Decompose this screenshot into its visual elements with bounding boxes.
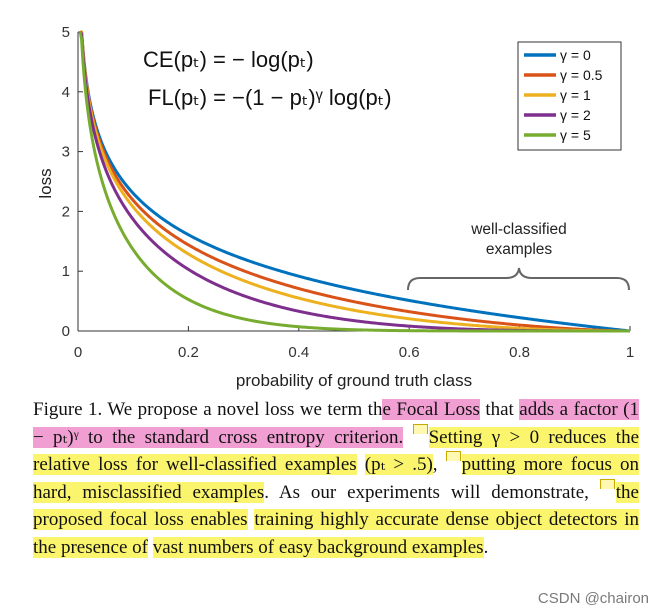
x-tick-label: 1	[626, 344, 634, 361]
y-tick-label: 2	[62, 203, 70, 220]
y-tick-label: 3	[62, 144, 70, 161]
legend-label: γ = 5	[560, 127, 591, 143]
formula-fl: FL(pₜ) = −(1 − pₜ)ᵞ log(pₜ)	[148, 85, 392, 110]
y-tick-label: 5	[62, 24, 70, 41]
y-tick-label: 0	[62, 323, 70, 340]
legend-label: γ = 0	[560, 47, 591, 63]
y-tick-label: 1	[62, 263, 70, 280]
annotation-note-icon[interactable]	[445, 451, 461, 461]
caption-line7-end: .	[483, 536, 489, 558]
chart-axes: 0 0.2 0.4 0.6 0.8 1 0 1 2 3 4 5 probability of groun…	[36, 24, 634, 390]
legend-label: γ = 2	[560, 107, 591, 123]
caption-highlight-pt: (pₜ > .5)	[364, 454, 433, 475]
caption-line4-end: . As	[264, 481, 300, 503]
legend-label: γ = 0.5	[560, 67, 603, 83]
x-tick-label: 0.8	[509, 344, 530, 361]
annotation-note-icon[interactable]	[412, 423, 428, 434]
curly-bracket	[407, 267, 630, 291]
bracket-label-line2: examples	[486, 241, 553, 258]
annotation-note-icon[interactable]	[599, 478, 615, 489]
caption-highlight-easy-examples: vast numbers of easy background examples	[152, 536, 484, 558]
formula-ce: CE(pₜ) = − log(pₜ)	[143, 47, 314, 72]
y-axis-label: loss	[36, 168, 55, 198]
caption-highlight-focal-loss: e Focal Loss	[382, 399, 480, 420]
caption-line5-plain: our experiments will demonstrate,	[310, 481, 600, 503]
caption-line1-end: that	[479, 399, 514, 420]
x-tick-label: 0.4	[288, 344, 309, 361]
x-tick-label: 0.6	[399, 344, 420, 361]
series-line	[80, 30, 631, 333]
figure-caption: Figure 1. We propose a novel loss we ter…	[33, 396, 640, 561]
bracket-label-line1: well-classified	[470, 221, 567, 238]
series-layer	[78, 30, 631, 333]
legend-label: γ = 1	[560, 87, 591, 103]
y-tick-label: 4	[62, 84, 70, 101]
x-tick-label: 0	[74, 344, 82, 361]
caption-line1-plain: Figure 1. We propose a novel loss we ter…	[33, 399, 383, 420]
series-line	[78, 31, 631, 333]
legend: γ = 0 γ = 0.5 γ = 1 γ = 2 γ = 5	[517, 41, 622, 151]
x-axis-label: probability of ground truth class	[236, 371, 472, 390]
series-line	[80, 30, 631, 333]
caption-comma: ,	[432, 454, 446, 475]
x-tick-label: 0.2	[178, 344, 199, 361]
focal-loss-chart: 0 0.2 0.4 0.6 0.8 1 0 1 2 3 4 5 probability of groun…	[36, 24, 634, 390]
series-line	[80, 30, 631, 333]
bracket-annotation: well-classified examples	[407, 221, 630, 291]
watermark: CSDN @chairon	[537, 590, 649, 607]
